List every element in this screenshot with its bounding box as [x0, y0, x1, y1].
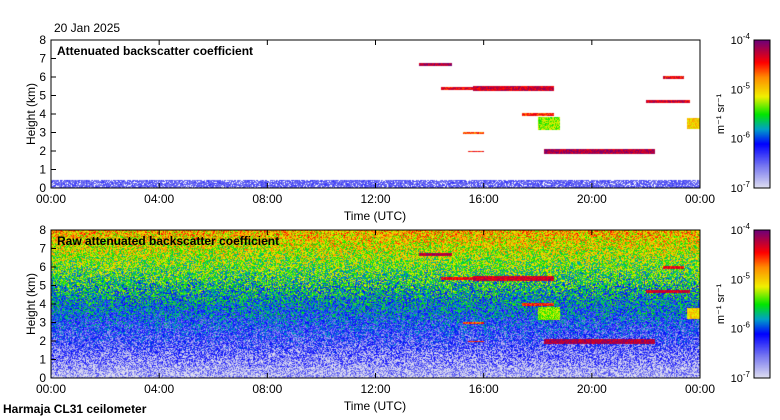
- colorbar-tick-label: 10-7: [731, 180, 751, 195]
- x-tick-label: 00:00: [36, 382, 66, 396]
- plot-title: Attenuated backscatter coefficient: [57, 44, 253, 58]
- instrument-label: Harmaja CL31 ceilometer: [3, 402, 147, 416]
- date-label: 20 Jan 2025: [54, 21, 121, 35]
- plot-frame: [50, 229, 701, 379]
- x-tick-label: 12:00: [360, 382, 390, 396]
- colorbar: [754, 40, 770, 188]
- colorbar-tick-label: 10-4: [731, 222, 751, 237]
- y-axis-label: Height (km): [24, 83, 38, 145]
- colorbar: [754, 230, 770, 378]
- y-tick-label: 0: [39, 371, 46, 385]
- y-tick-label: 8: [39, 223, 46, 237]
- colorbar-tick-label: 10-4: [731, 32, 751, 47]
- backscatter-heatmap: [51, 40, 700, 188]
- colorbar-tick-label: 10-6: [731, 321, 751, 336]
- x-tick-label: 16:00: [469, 382, 499, 396]
- y-tick-label: 5: [39, 279, 46, 293]
- y-axis-label: Height (km): [24, 273, 38, 335]
- colorbar-tick-label: 10-6: [731, 131, 751, 146]
- x-tick-label: 20:00: [577, 192, 607, 206]
- y-tick-label: 0: [39, 181, 46, 195]
- plot-title: Raw attenuated backscatter coefficient: [57, 234, 279, 248]
- y-tick-label: 7: [39, 242, 46, 256]
- x-tick-label: 04:00: [144, 192, 174, 206]
- y-tick-label: 3: [39, 316, 46, 330]
- y-tick-label: 5: [39, 89, 46, 103]
- x-tick-label: 08:00: [252, 382, 282, 396]
- y-tick-label: 6: [39, 70, 46, 84]
- y-tick-label: 1: [39, 163, 46, 177]
- x-tick-label: 08:00: [252, 192, 282, 206]
- colorbar-tick-label: 10-7: [731, 370, 751, 385]
- x-tick-label: 20:00: [577, 382, 607, 396]
- y-tick-label: 6: [39, 260, 46, 274]
- colorbar-tick-label: 10-5: [731, 81, 751, 96]
- x-tick-label: 16:00: [469, 192, 499, 206]
- colorbar-unit-label: m⁻¹ sr⁻¹: [715, 94, 727, 135]
- colorbar-tick-label: 10-5: [731, 271, 751, 286]
- y-tick-label: 8: [39, 33, 46, 47]
- x-axis-label: Time (UTC): [344, 399, 406, 413]
- y-tick-label: 3: [39, 126, 46, 140]
- x-tick-label: 04:00: [144, 382, 174, 396]
- raw-backscatter-heatmap: [51, 230, 700, 378]
- y-tick-label: 2: [39, 144, 46, 158]
- x-axis-label: Time (UTC): [344, 209, 406, 223]
- plot-frame: [50, 39, 701, 189]
- y-tick-label: 7: [39, 52, 46, 66]
- x-tick-label: 12:00: [360, 192, 390, 206]
- colorbar-frame: [753, 39, 771, 189]
- colorbar-unit-label: m⁻¹ sr⁻¹: [715, 284, 727, 325]
- y-tick-label: 1: [39, 353, 46, 367]
- colorbar-frame: [753, 229, 771, 379]
- x-tick-label: 00:00: [36, 192, 66, 206]
- y-tick-label: 4: [39, 297, 46, 311]
- x-tick-label: 00:00: [685, 192, 715, 206]
- x-tick-label: 00:00: [685, 382, 715, 396]
- y-tick-label: 2: [39, 334, 46, 348]
- y-tick-label: 4: [39, 107, 46, 121]
